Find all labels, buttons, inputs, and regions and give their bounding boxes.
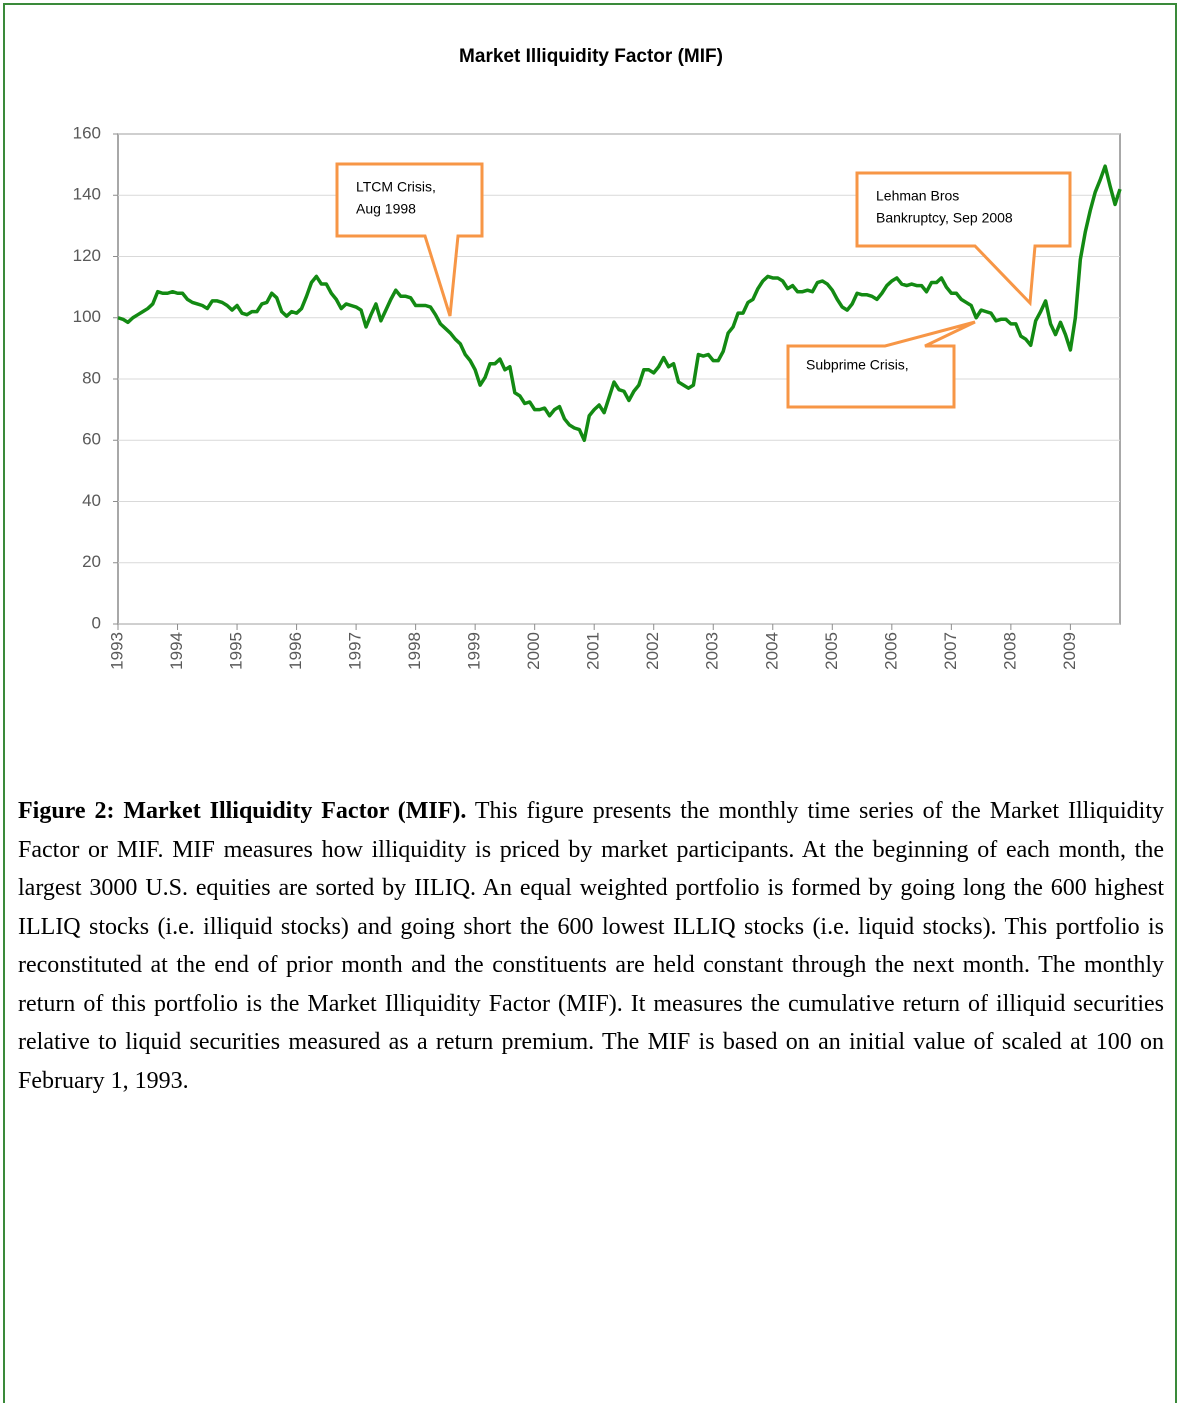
y-tick-label: 100 <box>73 307 101 326</box>
x-tick-label: 2001 <box>584 632 603 670</box>
callout <box>855 171 1072 307</box>
y-tick-label: 80 <box>82 368 101 387</box>
chart-title: Market Illiquidity Factor (MIF) <box>459 46 723 67</box>
page-frame <box>3 3 1177 1403</box>
x-tick-label: 1997 <box>346 632 365 670</box>
annotation-text: Bankruptcy, Sep 2008 <box>876 210 1013 226</box>
callout <box>335 162 484 317</box>
caption-label: Figure 2: Market Illiquidity Factor (MIF… <box>18 798 467 824</box>
y-tick-label: 0 <box>92 613 101 632</box>
y-tick-label: 160 <box>73 123 101 142</box>
grid: 0 20 40 60 80 100 120 140 160 1993 1994 1995 1996 199… <box>73 123 1120 670</box>
x-tick-label: 2005 <box>822 632 841 670</box>
x-tick-label: 1994 <box>167 632 186 670</box>
annotations: LTCM Crisis, Aug 1998 Lehman Bros Bankruptc… <box>335 162 1072 409</box>
figure-caption: Figure 2: Market Illiquidity Factor (MIF… <box>18 792 1164 1100</box>
annotation-text: Aug 1998 <box>356 201 416 217</box>
y-tick-label: 20 <box>82 552 101 571</box>
annotation-text: Lehman Bros <box>876 188 959 204</box>
data-line <box>117 164 1122 442</box>
x-tick-label: 2009 <box>1060 632 1079 670</box>
callout <box>786 320 976 409</box>
x-tick-label: 2008 <box>1000 632 1019 670</box>
x-tick-label: 2007 <box>941 632 960 670</box>
annotation-text: LTCM Crisis, <box>356 179 436 195</box>
y-tick-label: 40 <box>82 491 101 510</box>
x-tick-label: 2006 <box>881 632 900 670</box>
annotation-text: Subprime Crisis, <box>806 357 909 373</box>
x-tick-label: 2003 <box>703 632 722 670</box>
series <box>117 164 1122 442</box>
x-tick-label: 1995 <box>227 632 246 670</box>
x-tick-label: 2000 <box>524 632 543 670</box>
chart: Market Illiquidity Factor (MIF) 0 20 40 60 8… <box>73 46 1122 670</box>
y-tick-label: 60 <box>82 430 101 449</box>
x-tick-label: 1998 <box>405 632 424 670</box>
x-tick-label: 1999 <box>465 632 484 670</box>
y-tick-label: 120 <box>73 246 101 265</box>
x-tick-label: 2004 <box>762 632 781 670</box>
x-tick-label: 2002 <box>643 632 662 670</box>
caption-text: This figure presents the monthly time se… <box>18 798 1164 1094</box>
x-tick-label: 1996 <box>286 632 305 670</box>
y-tick-label: 140 <box>73 185 101 204</box>
x-tick-label: 1993 <box>107 632 126 670</box>
